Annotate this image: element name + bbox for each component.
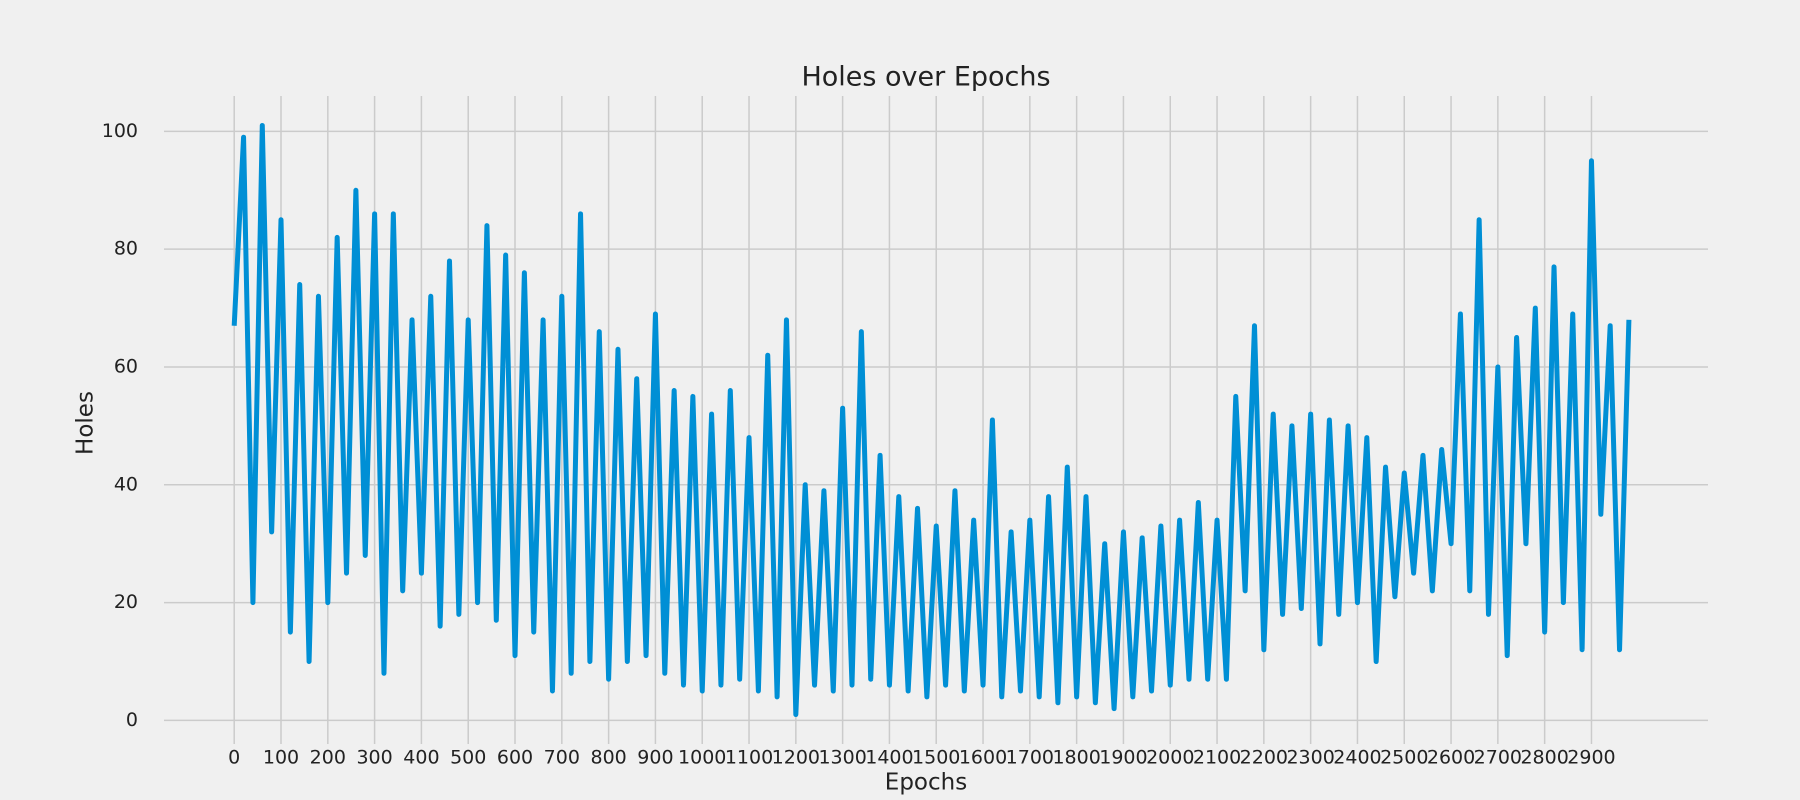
x-tick-label: 1900 (1099, 747, 1147, 769)
x-tick-label: 1600 (959, 747, 1007, 769)
x-axis-label: Epochs (885, 770, 967, 796)
x-tick-label: 2800 (1520, 747, 1568, 769)
x-tick-label: 500 (450, 747, 486, 769)
x-tick-label: 1000 (678, 747, 726, 769)
x-tick-label: 800 (590, 747, 626, 769)
data-line (231, 122, 1632, 718)
x-tick-label: 2200 (1240, 747, 1288, 769)
x-tick-label: 2500 (1380, 747, 1428, 769)
x-tick-label: 1800 (1052, 747, 1100, 769)
y-tick-label: 0 (126, 709, 138, 731)
x-tick-label: 300 (356, 747, 392, 769)
x-tick-label: 1200 (772, 747, 820, 769)
x-tick-label: 2300 (1286, 747, 1334, 769)
x-tick-label: 2600 (1427, 747, 1475, 769)
y-tick-label: 100 (102, 120, 138, 142)
y-tick-label: 80 (114, 238, 138, 260)
x-tick-label: 2000 (1146, 747, 1194, 769)
x-tick-label: 100 (263, 747, 299, 769)
x-tick-label: 400 (403, 747, 439, 769)
chart-title: Holes over Epochs (801, 62, 1050, 93)
x-tick-label: 200 (310, 747, 346, 769)
y-axis-label: Holes (73, 391, 99, 455)
x-tick-label: 1100 (725, 747, 773, 769)
x-tick-label: 2400 (1333, 747, 1381, 769)
y-tick-label: 60 (114, 355, 138, 377)
x-tick-label: 900 (637, 747, 673, 769)
x-tick-label: 700 (544, 747, 580, 769)
x-tick-label: 2700 (1474, 747, 1522, 769)
x-tick-label: 1500 (912, 747, 960, 769)
x-tick-label: 600 (497, 747, 533, 769)
y-tick-label: 20 (114, 591, 138, 613)
x-tick-label: 0 (228, 747, 240, 769)
x-tick-label: 1700 (1006, 747, 1054, 769)
x-tick-label: 1400 (865, 747, 913, 769)
x-tick-label: 1300 (818, 747, 866, 769)
y-tick-label: 40 (114, 473, 138, 495)
x-tick-label: 2900 (1567, 747, 1615, 769)
x-tick-label: 2100 (1193, 747, 1241, 769)
